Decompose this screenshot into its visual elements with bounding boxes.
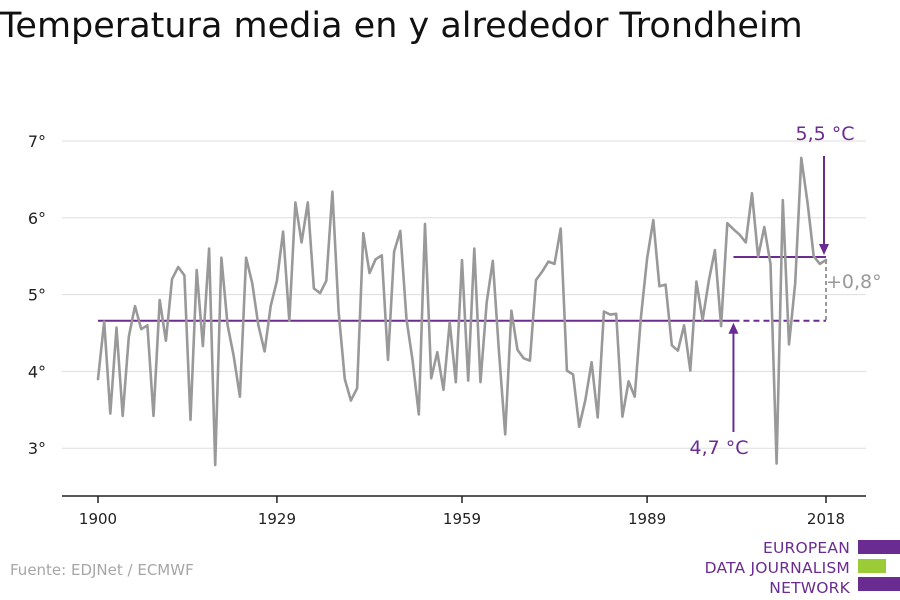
y-tick-label: 3° bbox=[28, 439, 46, 458]
x-tick-label: 1989 bbox=[628, 510, 666, 528]
annotation-recent-average: 5,5 °C bbox=[795, 123, 854, 145]
y-tick-label: 7° bbox=[28, 132, 46, 151]
y-tick-label: 5° bbox=[28, 286, 46, 305]
arrow-recent-head bbox=[819, 243, 829, 255]
x-tick-label: 1929 bbox=[258, 510, 296, 528]
arrow-baseline-head bbox=[728, 322, 739, 334]
logo-bar-green bbox=[858, 559, 886, 573]
source-note: Fuente: EDJNet / ECMWF bbox=[10, 561, 194, 579]
x-tick-label: 2018 bbox=[807, 510, 845, 528]
logo-line-2: DATA JOURNALISM bbox=[704, 559, 850, 577]
annotation-difference: +0,8° bbox=[826, 271, 882, 293]
annotation-baseline-average: 4,7 °C bbox=[689, 437, 748, 459]
y-tick-label: 6° bbox=[28, 209, 46, 228]
y-tick-label: 4° bbox=[28, 362, 46, 381]
logo-line-1: EUROPEAN bbox=[762, 539, 850, 557]
temperature-series-line bbox=[96, 156, 828, 467]
x-tick-label: 1959 bbox=[443, 510, 481, 528]
logo-bar-purple-top bbox=[858, 540, 900, 554]
logo-line-3: NETWORK bbox=[769, 579, 850, 597]
chart-title: Temperatura media en y alrededor Trondhe… bbox=[0, 6, 803, 46]
edjnet-logo: EUROPEAN DATA JOURNALISM NETWORK bbox=[700, 536, 900, 597]
logo-bar-purple-bottom bbox=[858, 577, 900, 591]
x-tick-label: 1900 bbox=[79, 510, 117, 528]
